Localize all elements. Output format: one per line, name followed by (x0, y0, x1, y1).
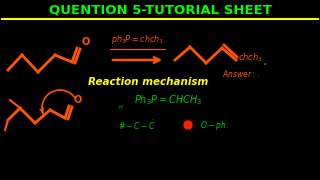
Text: $Ph_3P{=}CHCH_3$: $Ph_3P{=}CHCH_3$ (134, 93, 202, 107)
Text: $ph_3P{=}chch_3$: $ph_3P{=}chch_3$ (111, 33, 164, 46)
Circle shape (184, 121, 192, 129)
Text: QUENTION 5-TUTORIAL SHEET: QUENTION 5-TUTORIAL SHEET (49, 3, 271, 17)
Text: $_H$: $_H$ (118, 104, 124, 112)
Text: Reaction mechanism: Reaction mechanism (88, 77, 208, 87)
Text: O: O (73, 95, 81, 105)
Text: $O-ph.$: $O-ph.$ (200, 118, 228, 132)
Text: $Answer:.$: $Answer:.$ (222, 68, 260, 78)
Text: $chch_3$: $chch_3$ (238, 52, 263, 64)
Text: $\#-C-\dot{C}$: $\#-C-\dot{C}$ (118, 118, 156, 132)
Text: O: O (81, 37, 89, 47)
Text: .: . (262, 54, 266, 68)
